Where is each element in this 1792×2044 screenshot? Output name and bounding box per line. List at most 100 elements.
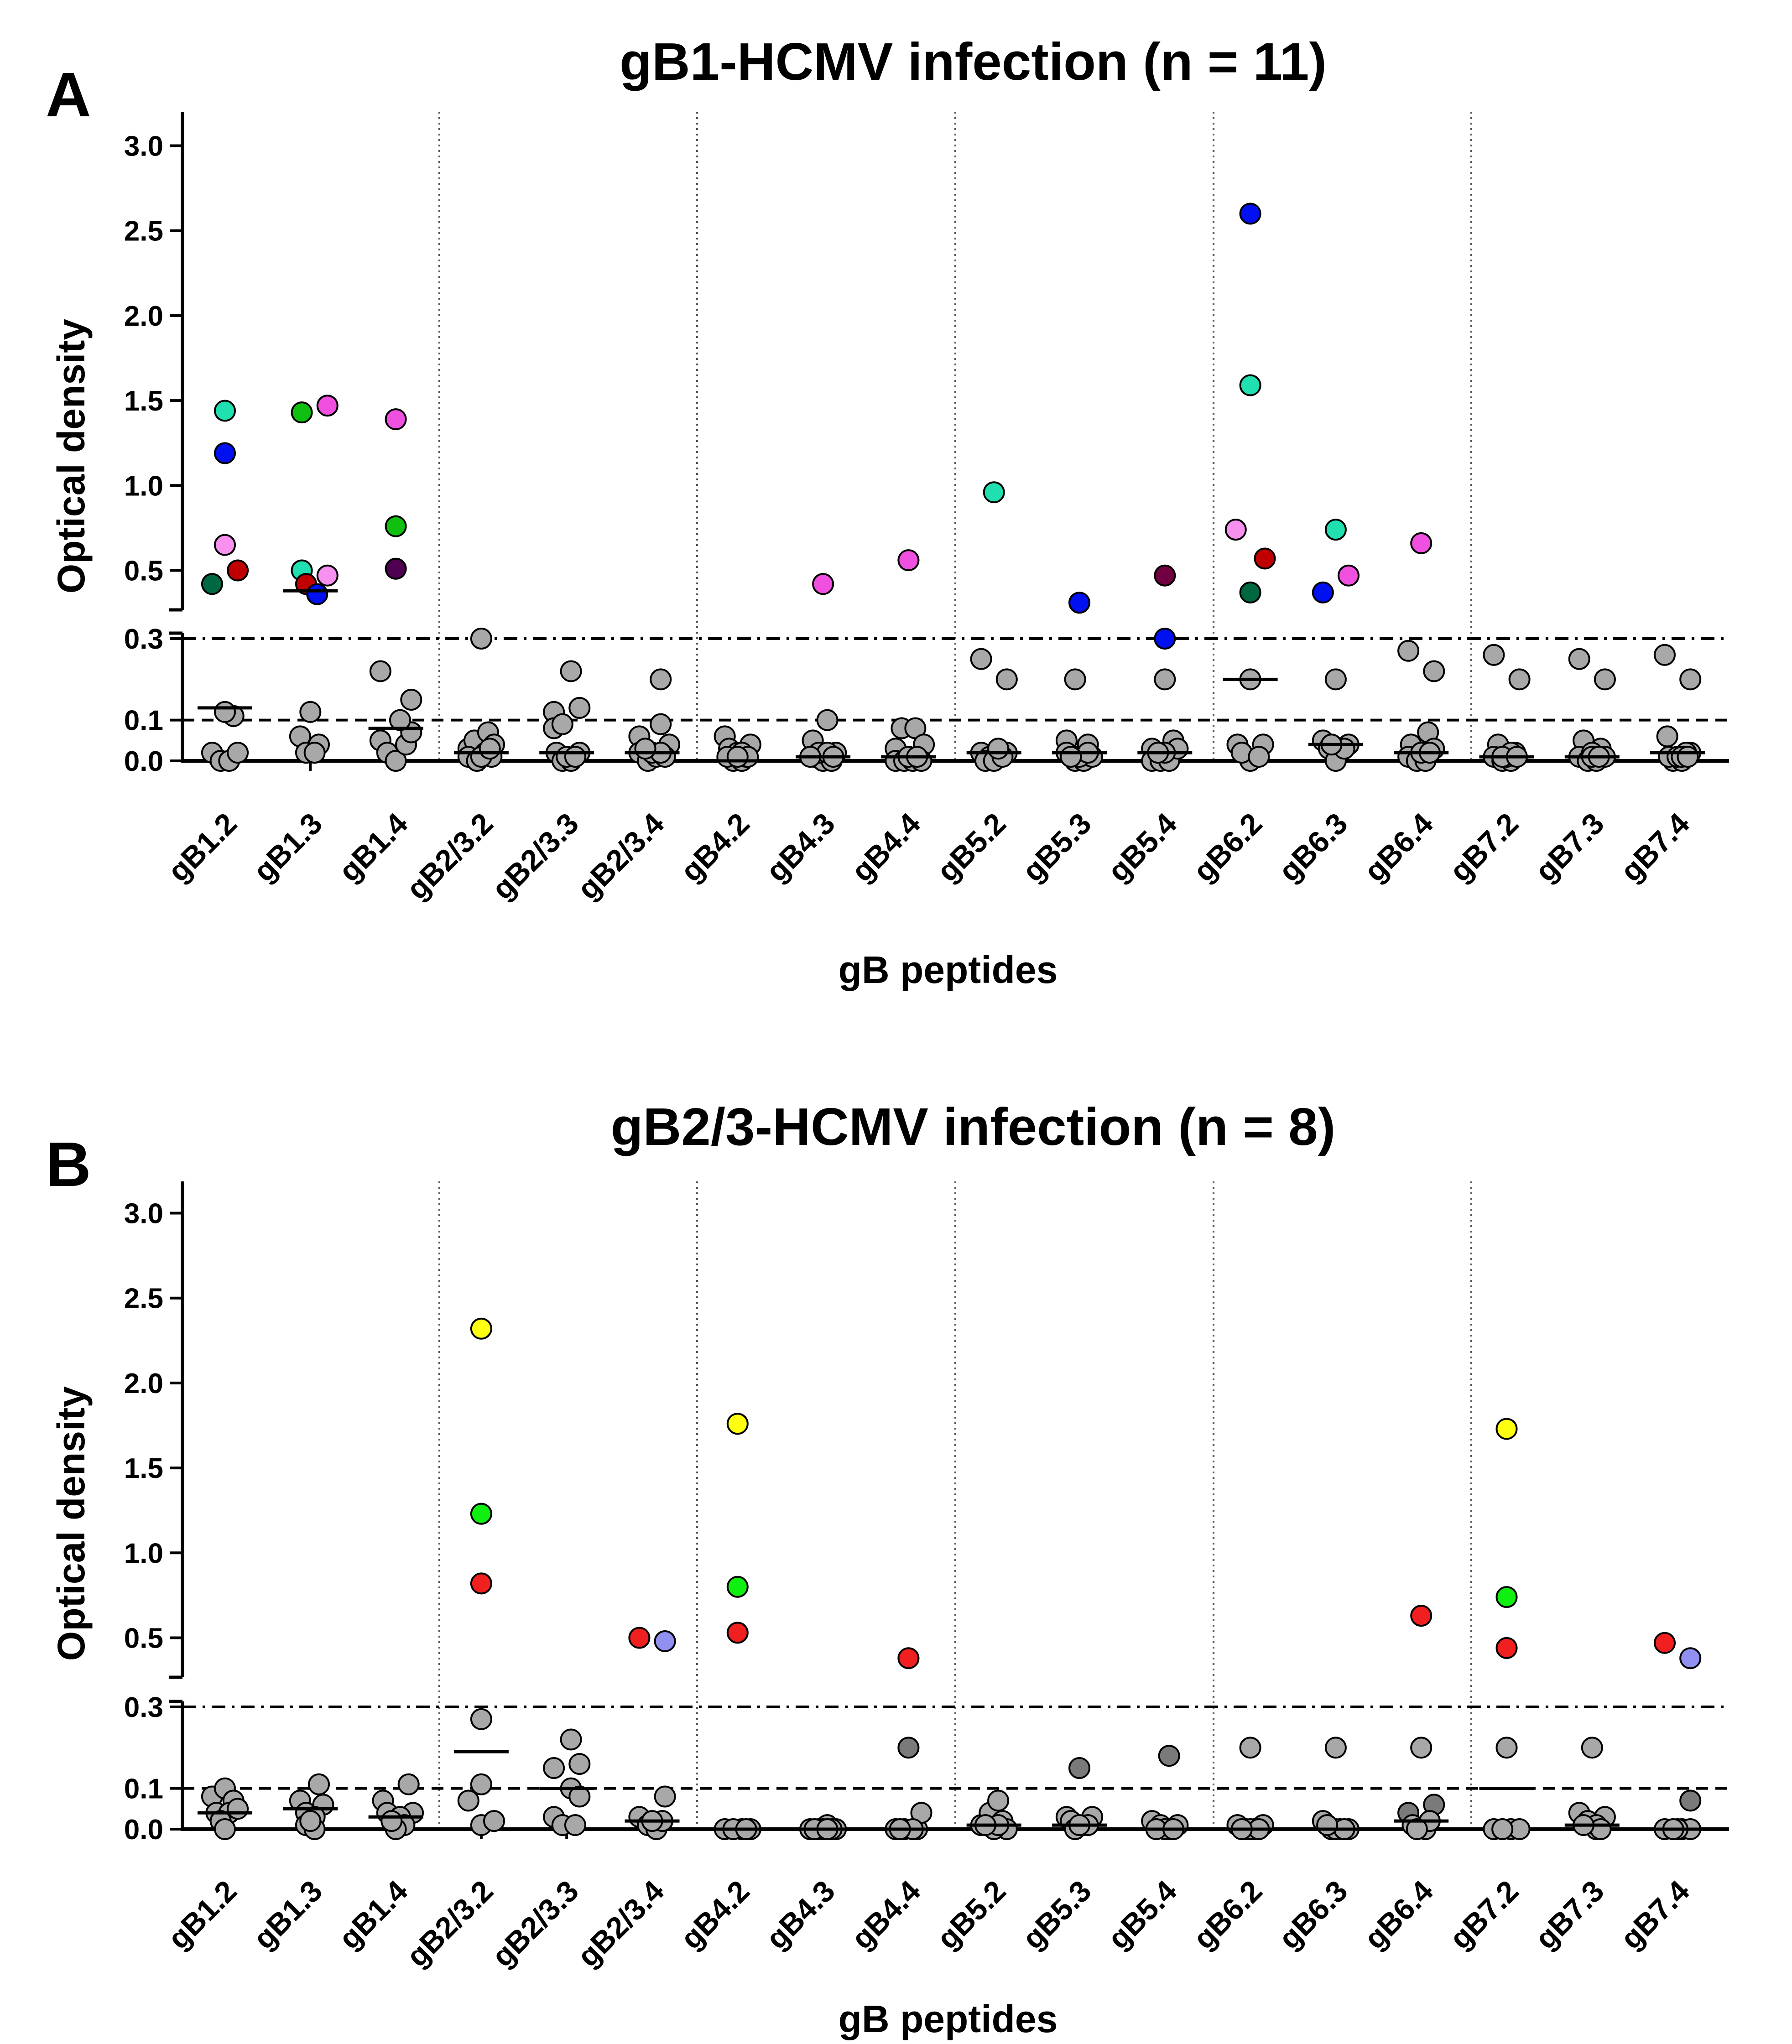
data-point	[987, 1789, 1010, 1812]
x-tick-label: gB2/3.4	[571, 1873, 671, 1973]
data-point	[1068, 592, 1090, 614]
y-tick-label: 0.3	[124, 624, 163, 655]
data-point	[380, 1810, 403, 1832]
data-point	[1060, 746, 1082, 768]
y-tick-label: 0.5	[124, 556, 163, 587]
x-tick-label: gB2/3.3	[485, 1874, 585, 1973]
data-point	[214, 442, 236, 464]
data-point	[1154, 564, 1176, 587]
y-tick-label: 0.3	[124, 1692, 163, 1723]
data-point	[1068, 1757, 1090, 1779]
data-point	[303, 742, 326, 764]
data-point	[483, 1810, 505, 1832]
x-tick-label: gB2/3.4	[571, 806, 671, 906]
data-point	[564, 746, 586, 768]
data-point	[1406, 1818, 1428, 1840]
data-point	[385, 750, 407, 772]
data-point	[1324, 668, 1347, 691]
x-tick-label: gB6.2	[1187, 1874, 1268, 1956]
panel-letter-b: B	[46, 1129, 91, 1200]
data-point	[560, 1728, 582, 1751]
data-point	[308, 1773, 330, 1795]
data-point	[1248, 746, 1270, 768]
data-point	[470, 1708, 492, 1730]
data-point	[299, 1810, 322, 1832]
data-point	[1656, 725, 1678, 748]
data-point	[1224, 519, 1247, 541]
x-tick-label: gB7.2	[1443, 1874, 1525, 1956]
data-point	[1508, 668, 1531, 691]
x-tick-label: gB1.3	[247, 1874, 328, 1956]
data-point	[551, 713, 573, 735]
data-point	[306, 583, 328, 605]
x-tick-label: gB7.3	[1528, 806, 1610, 888]
x-tick-label: gB6.4	[1358, 1873, 1440, 1956]
x-tick-label: gB1.2	[161, 806, 243, 888]
data-point	[568, 697, 591, 719]
y-tick-label: 0.0	[124, 1814, 163, 1846]
x-tick-label: gB5.3	[1016, 806, 1097, 888]
data-point	[470, 1317, 492, 1340]
data-point	[568, 1753, 591, 1775]
data-point	[543, 1757, 565, 1779]
data-point	[470, 1773, 492, 1795]
data-point	[470, 1572, 492, 1595]
data-point	[316, 564, 339, 587]
data-point	[560, 660, 582, 682]
data-point	[385, 557, 407, 580]
y-tick-label: 2.5	[124, 1283, 163, 1315]
data-point	[1324, 519, 1347, 541]
data-point	[1239, 1737, 1261, 1759]
data-point	[1324, 1737, 1347, 1759]
x-tick-label: gB2/3.2	[400, 1874, 499, 1973]
x-tick-label: gB4.3	[760, 806, 841, 888]
y-axis-label-a: Optical density	[50, 319, 93, 593]
data-point	[995, 668, 1018, 691]
data-point	[897, 549, 920, 572]
data-point	[568, 1785, 591, 1808]
x-tick-label: gB6.4	[1358, 806, 1440, 888]
data-point	[1337, 564, 1360, 587]
y-tick-label: 0.1	[124, 705, 163, 737]
data-point	[316, 395, 339, 417]
data-point	[726, 1576, 749, 1598]
data-point	[726, 1622, 749, 1644]
data-point	[479, 738, 501, 760]
data-point	[1410, 532, 1433, 554]
data-point	[650, 668, 672, 691]
y-axis-label-b: Optical density	[50, 1386, 93, 1661]
data-point	[1679, 1647, 1702, 1670]
x-tick-label: gB5.2	[930, 1874, 1012, 1956]
data-point	[1677, 746, 1699, 768]
data-point	[987, 738, 1010, 760]
data-point	[1495, 1418, 1518, 1440]
data-point	[1491, 1818, 1514, 1840]
data-point	[1495, 1586, 1518, 1608]
x-tick-label: gB6.3	[1272, 1874, 1354, 1956]
data-point	[1239, 203, 1261, 225]
data-point	[397, 1773, 420, 1795]
x-tick-label: gB4.2	[674, 806, 755, 888]
y-tick-label: 1.0	[124, 470, 163, 502]
x-tick-label: gB2/3.3	[485, 806, 585, 906]
data-point	[654, 1785, 676, 1808]
y-tick-label: 3.0	[124, 1198, 163, 1229]
data-point	[1158, 1745, 1180, 1767]
data-point	[726, 1413, 749, 1435]
data-point	[1483, 644, 1505, 666]
y-tick-label: 0.1	[124, 1774, 163, 1805]
x-tick-label: gB4.4	[845, 1873, 927, 1956]
data-point	[1397, 640, 1420, 662]
y-tick-label: 2.5	[124, 216, 163, 247]
data-point	[457, 1789, 479, 1812]
data-point	[812, 573, 834, 595]
x-tick-label: gB1.4	[332, 806, 414, 888]
x-tick-label: gB5.3	[1016, 1874, 1097, 1956]
data-point	[816, 709, 839, 731]
data-point	[1679, 668, 1702, 691]
data-point	[1410, 1737, 1433, 1759]
data-point	[201, 573, 223, 595]
data-point	[628, 1627, 651, 1649]
data-point	[1254, 547, 1276, 570]
data-point	[650, 713, 672, 735]
